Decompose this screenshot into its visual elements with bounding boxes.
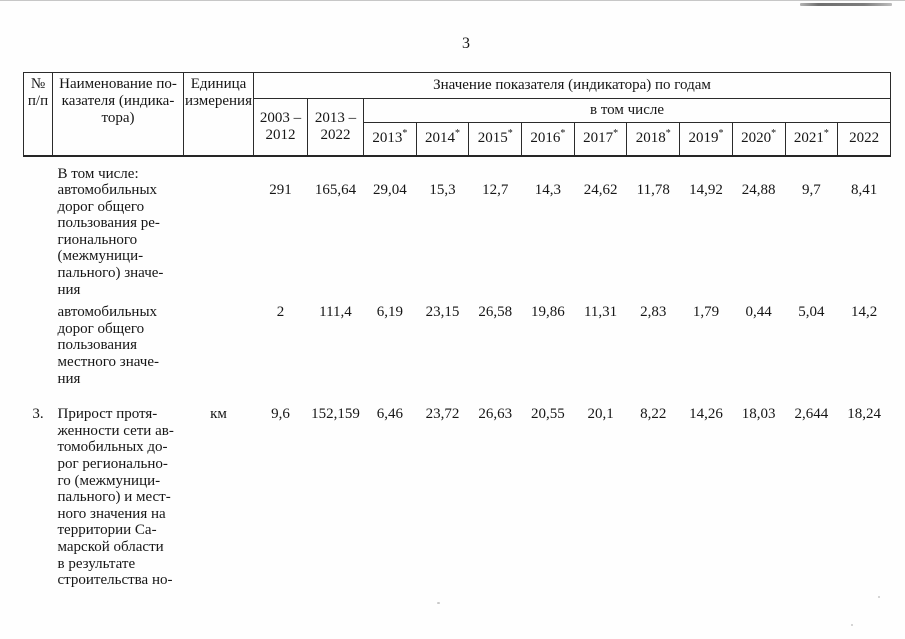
value-2013: 29,04 [372,182,407,199]
header-year-2015: 2015* [468,122,523,157]
value-2017: 24,62 [583,182,618,199]
value-2020: 18,03 [741,406,776,423]
header-year-2017: 2017* [573,122,628,157]
row-number-cell: 3. [32,406,44,423]
table-row-regional-roads: В том числе: автомобильных дорог общего … [24,156,891,305]
value-2018: 11,78 [636,182,670,199]
scan-edge-line [0,0,905,1]
footnote-asterisk: * [455,128,461,140]
scan-speck [878,596,880,598]
value-2014: 23,15 [425,304,460,321]
value-2003-2012: 291 [269,182,292,199]
row-number-cell [24,304,53,387]
value-2016: 19,86 [531,304,565,321]
header-values-by-year: Значение показателя (индикатора) по года… [252,72,892,99]
header-year-2014: 2014* [415,122,470,157]
value-2018: 2,83 [640,304,667,321]
footnote-asterisk: * [718,128,724,140]
value-2019: 14,92 [689,182,723,199]
unit-cell [184,304,254,387]
table-body: В том числе: автомобильных дорог общего … [24,156,891,589]
footnote-asterisk: * [560,128,566,140]
footnote-asterisk: * [507,128,513,140]
value-2019: 14,26 [689,406,723,423]
value-2016: 20,55 [531,406,565,423]
value-2014: 15,3 [429,182,456,199]
row-number-cell [24,156,53,305]
value-2022: 8,41 [850,182,878,199]
value-2014: 23,72 [425,406,460,423]
value-2019: 1,79 [692,304,720,321]
header-unit: Единица измерения [183,72,254,157]
value-2021: 9,7 [801,182,821,199]
footnote-asterisk: * [771,128,777,140]
table-row-network-growth: 3. Прирост протя- женности сети ав- томо… [24,387,891,589]
value-2018: 8,22 [640,406,667,423]
indicator-name-cell: В том числе: автомобильных дорог общего … [57,165,164,298]
header-year-2021: 2021* [784,122,839,157]
scan-artifact-streak [800,3,892,6]
value-2017: 11,31 [583,304,618,321]
header-year-2018: 2018* [626,122,681,157]
page-number: 3 [462,35,470,52]
header-year-2016: 2016* [521,122,575,157]
value-2016: 14,3 [534,182,562,199]
footnote-asterisk: * [613,128,619,140]
value-2015: 12,7 [482,182,509,199]
value-2003-2012: 2 [276,304,285,321]
header-indicator-name: Наименование по- казателя (индика- тора) [52,72,184,157]
value-2021: 2,644 [794,406,829,423]
indicator-name-cell: Прирост протя- женности сети ав- томобил… [57,406,174,589]
header-year-2020: 2020* [731,122,786,157]
indicators-table: № п/п Наименование по- казателя (индика-… [23,72,892,589]
indicator-name-cell: автомобильных дорог общего пользования м… [57,304,160,387]
value-2021: 5,04 [798,304,825,321]
header-year-2019: 2019* [679,122,733,157]
value-2015: 26,63 [478,406,513,423]
value-2015: 26,58 [478,304,513,321]
value-2003-2012: 9,6 [271,406,290,423]
footnote-asterisk: * [823,128,829,140]
value-2013: 6,19 [376,304,403,321]
header-year-2013: 2013* [363,122,417,157]
header-year-2022: 2022 [837,122,892,157]
value-2013: 6,46 [376,406,403,423]
footnote-asterisk: * [665,128,671,140]
footnote-asterisk: * [402,128,408,140]
value-2022: 18,24 [847,406,881,423]
value-2020: 24,88 [741,182,776,199]
header-including: в том числе [362,98,892,123]
unit-cell: км [210,406,227,423]
value-2020: 0,44 [745,304,772,321]
scan-speck [437,602,440,604]
unit-cell [184,156,254,305]
value-2013-2022: 111,4 [319,304,352,321]
table-header: № п/п Наименование по- казателя (индика-… [23,72,892,157]
value-2017: 20,1 [587,406,614,423]
header-period-2003-2012: 2003 – 2012 [253,98,308,157]
header-row-number: № п/п [23,72,53,157]
value-2013-2022: 165,64 [314,182,357,199]
value-2013-2022: 152,159 [311,406,360,423]
scan-speck [851,624,853,626]
value-2022: 14,2 [850,304,878,321]
header-period-2013-2022: 2013 – 2022 [307,98,364,157]
table-row-local-roads: автомобильных дорог общего пользования м… [24,304,891,387]
